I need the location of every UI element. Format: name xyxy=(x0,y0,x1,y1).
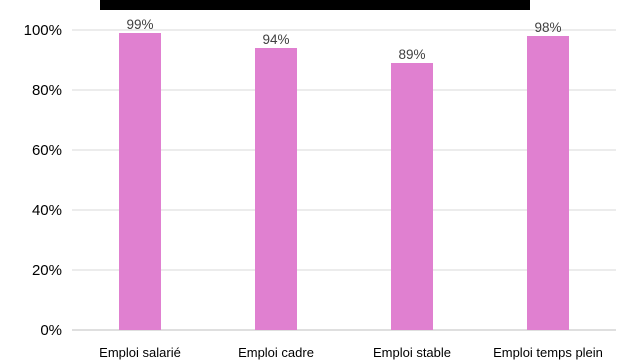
x-category-label: Emploi cadre xyxy=(238,345,314,360)
bar xyxy=(527,36,569,330)
x-category-label: Emploi temps plein xyxy=(493,345,603,360)
data-label: 94% xyxy=(262,32,289,47)
y-axis-tick-labels: 0% 20% 40% 60% 80% 100% xyxy=(24,22,62,339)
x-axis-category-labels: Emploi salarié Emploi cadre Emploi stable E… xyxy=(99,345,603,360)
bar xyxy=(255,48,297,330)
gridlines xyxy=(72,29,616,331)
data-label: 99% xyxy=(126,17,153,32)
y-tick-label: 40% xyxy=(32,202,62,219)
bar xyxy=(119,33,161,330)
x-category-label: Emploi salarié xyxy=(99,345,181,360)
bar xyxy=(391,63,433,330)
data-label: 98% xyxy=(534,20,561,35)
y-tick-label: 100% xyxy=(24,22,62,39)
y-tick-label: 20% xyxy=(32,262,62,279)
y-tick-label: 80% xyxy=(32,82,62,99)
bars xyxy=(119,33,569,330)
y-tick-label: 60% xyxy=(32,142,62,159)
data-labels: 99% 94% 89% 98% xyxy=(126,17,561,62)
x-category-label: Emploi stable xyxy=(373,345,451,360)
data-label: 89% xyxy=(398,47,425,62)
title-band xyxy=(100,0,530,10)
y-tick-label: 0% xyxy=(40,322,62,339)
